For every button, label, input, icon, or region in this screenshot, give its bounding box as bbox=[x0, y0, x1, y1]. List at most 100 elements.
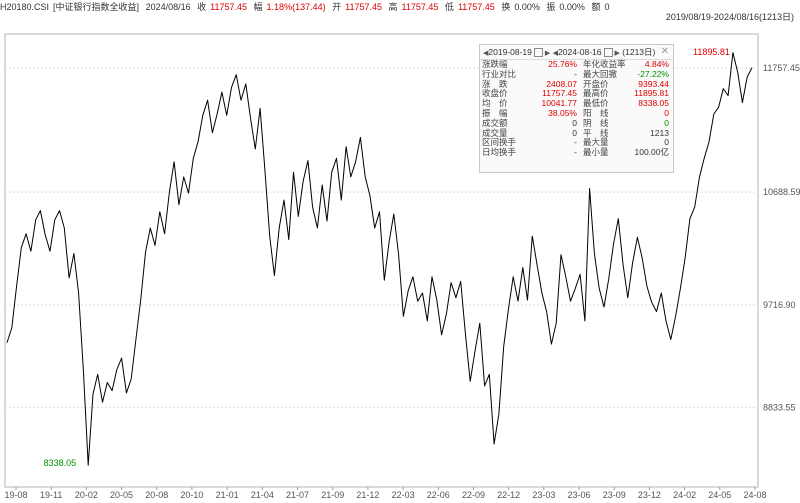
panel-row-value: 10041.77 bbox=[541, 98, 577, 109]
panel-row-value: 2408.07 bbox=[546, 78, 577, 89]
panel-row-value: 0 bbox=[664, 107, 669, 118]
panel-row: 行业对比 - 最大回撤 -27.22% bbox=[480, 68, 673, 80]
panel-row-value: 11757.45 bbox=[542, 88, 577, 99]
panel-row-label: 收盘价 bbox=[482, 88, 508, 99]
panel-row-label: 区间换手 bbox=[482, 137, 517, 148]
panel-row: 收盘价 11757.45 最高价 11895.81 bbox=[480, 89, 673, 99]
open-label: 开 bbox=[332, 2, 342, 12]
panel-row-label: 成交额 bbox=[482, 117, 508, 128]
panel-row-value: 8338.05 bbox=[638, 98, 669, 109]
x-tick-label: 20-08 bbox=[145, 490, 168, 500]
x-tick-label: 23-06 bbox=[568, 490, 591, 500]
x-tick-label: 20-02 bbox=[75, 490, 98, 500]
high-label: 高 bbox=[388, 2, 398, 12]
panel-row-value: 1213 bbox=[650, 127, 669, 138]
panel-row-value: 38.05% bbox=[548, 107, 577, 118]
panel-row-value: - bbox=[574, 137, 577, 148]
index-name: [中证银行指数全收益] bbox=[53, 2, 140, 12]
panel-row-label: 开盘价 bbox=[583, 78, 609, 89]
panel-end-date[interactable]: 2024-08-16 bbox=[558, 47, 602, 57]
x-tick-label: 20-05 bbox=[110, 490, 133, 500]
panel-row-label: 阳 线 bbox=[583, 107, 609, 118]
close-label: 收 bbox=[197, 2, 207, 12]
x-tick-label: 23-09 bbox=[603, 490, 626, 500]
panel-row-value: 25.76% bbox=[548, 59, 577, 69]
next-end-icon[interactable]: ▶ bbox=[614, 50, 620, 57]
panel-row-label: 阴 线 bbox=[583, 117, 609, 128]
panel-row-value: 0 bbox=[572, 117, 577, 128]
panel-row: 成交量 0 平 线 1213 bbox=[480, 127, 673, 139]
x-tick-label: 24-08 bbox=[743, 490, 766, 500]
panel-row-value: 11895.81 bbox=[634, 88, 669, 99]
panel-row: 涨跌幅 25.76% 年化收益率 4.84% bbox=[480, 59, 673, 70]
y-tick-label: 8833.55 bbox=[763, 403, 796, 413]
x-tick-label: 21-12 bbox=[356, 490, 379, 500]
panel-row-value: - bbox=[574, 147, 577, 158]
panel-row-label: 年化收益率 bbox=[583, 59, 626, 69]
turnover-value: 0.00% bbox=[514, 2, 540, 12]
amount-label: 额 bbox=[591, 2, 601, 12]
calendar-icon[interactable] bbox=[603, 48, 613, 58]
x-tick-label: 22-06 bbox=[427, 490, 450, 500]
panel-row: 涨 跌 2408.07 开盘价 9393.44 bbox=[480, 78, 673, 90]
panel-row-label: 行业对比 bbox=[482, 68, 517, 79]
amplitude-value: 0.00% bbox=[559, 2, 585, 12]
turnover-label: 换 bbox=[501, 2, 511, 12]
panel-row-label: 成交量 bbox=[482, 127, 508, 138]
panel-row-label: 振 幅 bbox=[482, 107, 508, 118]
panel-row-value: - bbox=[574, 68, 577, 79]
prev-end-icon[interactable]: ◀ bbox=[552, 50, 559, 57]
panel-row: 日均换手 - 最小量 100.00亿 bbox=[480, 147, 673, 158]
y-axis: 11757.45 10688.59 9716.90 8833.55 bbox=[763, 63, 800, 413]
panel-row-label: 最小量 bbox=[583, 147, 609, 158]
panel-row-value: -27.22% bbox=[637, 68, 669, 79]
min-price-label: 8338.05 bbox=[44, 458, 77, 468]
x-tick-label: 22-09 bbox=[462, 490, 485, 500]
grid bbox=[4, 33, 759, 490]
stats-panel: ◀2019-08-19 ▶ ◀2024-08-16 ▶ (1213日) ✕ 涨跌幅 2… bbox=[479, 44, 674, 173]
panel-row-label: 涨跌幅 bbox=[482, 59, 508, 69]
change-label: 幅 bbox=[253, 2, 263, 12]
panel-row: 均 价 10041.77 最低价 8338.05 bbox=[480, 98, 673, 109]
panel-row-label: 最低价 bbox=[583, 98, 609, 109]
plot-frame bbox=[4, 33, 759, 488]
x-tick-label: 22-03 bbox=[392, 490, 415, 500]
panel-row-value: 4.84% bbox=[644, 59, 669, 69]
panel-row-label: 日均换手 bbox=[482, 147, 517, 158]
max-price-label: 11895.81 bbox=[693, 47, 730, 57]
index-code: H20180.CSI bbox=[0, 2, 50, 12]
next-start-icon[interactable]: ▶ bbox=[544, 50, 551, 57]
x-tick-label: 19-08 bbox=[4, 490, 27, 500]
x-tick-label: 24-02 bbox=[673, 490, 696, 500]
y-tick-label: 10688.59 bbox=[763, 187, 800, 197]
x-tick-label: 20-10 bbox=[180, 490, 203, 500]
low-value: 11757.45 bbox=[457, 2, 495, 12]
x-tick-label: 21-04 bbox=[251, 490, 274, 500]
y-tick-label: 11757.45 bbox=[763, 63, 800, 73]
panel-row-label: 均 价 bbox=[482, 98, 508, 109]
panel-row-value: 9393.44 bbox=[638, 78, 669, 89]
panel-row: 振 幅 38.05% 阳 线 0 bbox=[480, 107, 673, 119]
high-value: 11757.45 bbox=[401, 2, 439, 12]
panel-header: ◀2019-08-19 ▶ ◀2024-08-16 ▶ (1213日) ✕ bbox=[480, 45, 673, 60]
panel-row-label: 最高价 bbox=[583, 88, 609, 99]
panel-row-value: 100.00亿 bbox=[634, 147, 670, 158]
panel-start-date[interactable]: 2019-08-19 bbox=[488, 47, 532, 57]
x-tick-label: 23-12 bbox=[638, 490, 661, 500]
change-value: 1.18%(137.44) bbox=[266, 2, 326, 12]
panel-row-label: 最大量 bbox=[583, 137, 609, 148]
x-tick-label: 21-07 bbox=[286, 490, 309, 500]
calendar-icon[interactable] bbox=[533, 48, 543, 58]
panel-row-label: 最大回撤 bbox=[583, 68, 618, 79]
amount-value: 0 bbox=[604, 2, 610, 12]
prev-start-icon[interactable]: ◀ bbox=[483, 50, 489, 57]
panel-row-value: 0 bbox=[664, 137, 669, 148]
panel-row: 成交额 0 阴 线 0 bbox=[480, 117, 673, 129]
x-tick-label: 19-11 bbox=[40, 490, 62, 500]
close-icon[interactable]: ✕ bbox=[660, 46, 669, 57]
price-line bbox=[6, 52, 753, 466]
amplitude-label: 振 bbox=[546, 2, 556, 12]
x-tick-label: 21-09 bbox=[321, 490, 344, 500]
panel-days: (1213日) bbox=[622, 47, 656, 57]
